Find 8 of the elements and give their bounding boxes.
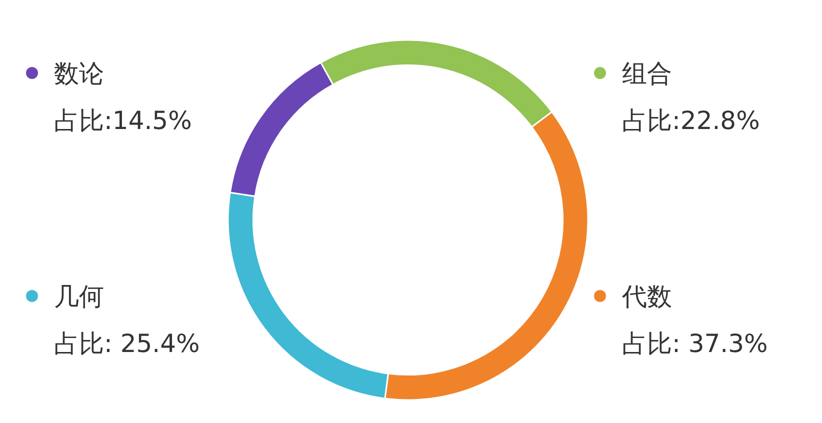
data-label: 占比: 25.4% bbox=[54, 329, 200, 358]
legend-label: 几何 bbox=[54, 282, 104, 311]
data-label: 占比:22.8% bbox=[622, 106, 760, 135]
legend-label: 数论 bbox=[54, 59, 104, 88]
data-label: 占比:14.5% bbox=[54, 106, 192, 135]
legend-label: 代数 bbox=[621, 282, 672, 311]
legend-label: 组合 bbox=[622, 59, 672, 88]
data-label: 占比: 37.3% bbox=[622, 329, 768, 358]
